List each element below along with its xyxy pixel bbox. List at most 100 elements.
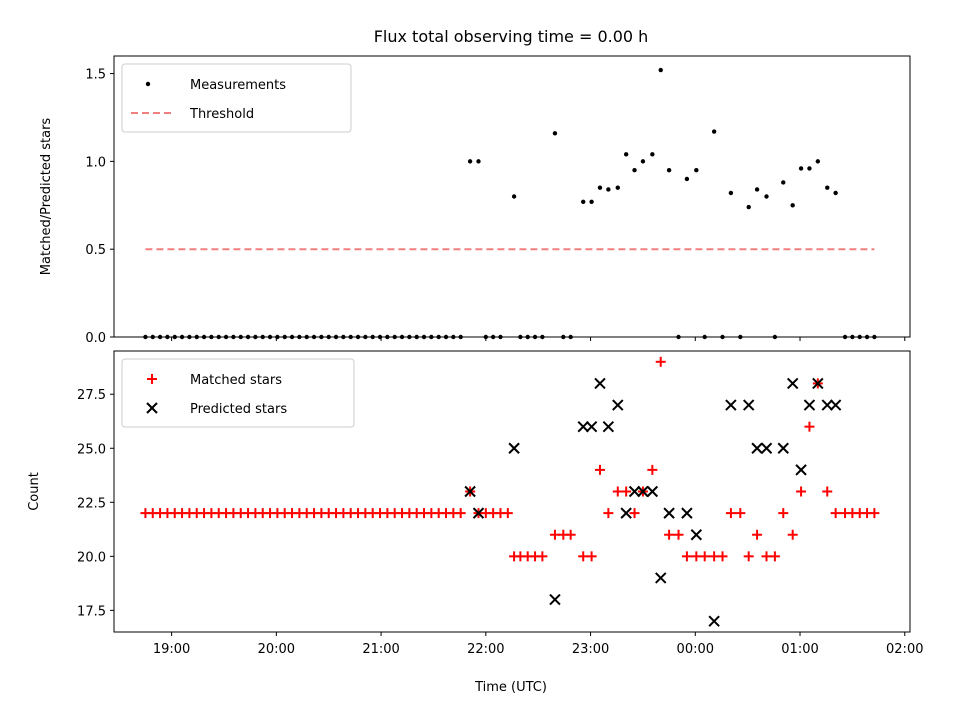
matched-stars-point (830, 508, 841, 519)
matched-stars-point (691, 551, 702, 562)
measurements-point (414, 334, 419, 340)
predicted-stars-point (612, 399, 624, 411)
predicted-stars-point (786, 377, 799, 390)
matched-stars-point (681, 551, 692, 562)
predicted-stars-point (464, 485, 476, 498)
measurements-point (864, 334, 870, 340)
predicted-stars-point (594, 377, 606, 390)
predicted-stars-point (812, 377, 824, 390)
measurements-point (728, 190, 734, 196)
top-ytick-label: 1.5 (85, 68, 106, 83)
measurements-point (267, 334, 273, 340)
matched-stars-point (537, 551, 548, 562)
measurements-point (764, 194, 769, 199)
matched-stars-point (455, 508, 466, 519)
measurements-point (738, 334, 743, 340)
matched-stars-point (673, 529, 684, 540)
measurements-point (825, 185, 830, 190)
top-ytick-label: 0.0 (85, 331, 106, 346)
measurements-point (194, 334, 199, 340)
measurements-point (658, 67, 663, 73)
predicted-stars-point (472, 507, 485, 519)
matched-stars-point (502, 508, 513, 519)
matched-stars-point (655, 356, 666, 367)
measurements-point (216, 334, 221, 340)
x-tick-label: 02:00 (886, 642, 923, 657)
measurements-point (209, 334, 214, 340)
legend-measurements-marker (145, 81, 151, 87)
top-legend-box (121, 63, 352, 133)
matched-stars-point (796, 486, 807, 497)
measurements-point (341, 334, 346, 340)
measurements-point (385, 334, 390, 340)
measurements-point (157, 334, 163, 340)
measurements-point (223, 334, 229, 340)
measurements-point (561, 334, 566, 340)
matched-stars-point (778, 508, 789, 519)
matched-stars-point (709, 551, 720, 562)
measurements-point (772, 334, 778, 340)
bottom-y-ticks: 17.5 20.0 22.5 25.0 27.5 (77, 388, 114, 619)
bottom-ytick-label: 27.5 (77, 388, 106, 403)
predicted-stars-point (628, 485, 641, 498)
predicted-stars-point (829, 399, 842, 411)
measurements-point (532, 334, 538, 340)
top-plot-marks (143, 67, 877, 340)
measurements-point (650, 152, 655, 157)
bottom-legend: Matched stars Predicted stars (121, 358, 355, 428)
matched-stars-point (594, 464, 605, 475)
predicted-stars-point (708, 615, 720, 627)
measurements-point (842, 334, 848, 340)
measurements-point (597, 185, 603, 190)
measurements-point (589, 199, 594, 204)
predicted-stars-point (637, 485, 649, 498)
measurements-point (694, 167, 699, 173)
measurements-point (326, 334, 331, 340)
measurements-point (458, 334, 463, 340)
predicted-stars-point (549, 593, 561, 606)
measurements-point (451, 334, 456, 340)
predicted-stars-point (751, 442, 763, 454)
measurements-point (231, 334, 236, 340)
matched-stars-point (612, 486, 623, 497)
measurements-point (253, 334, 258, 340)
x-tick-label: 21:00 (362, 642, 399, 657)
measurements-point (498, 334, 503, 340)
bottom-legend-box (121, 358, 355, 428)
measurements-point (333, 334, 339, 340)
measurements-point (289, 334, 295, 340)
bottom-axes-frame (113, 350, 911, 633)
predicted-stars-point (508, 442, 520, 454)
measurements-point (392, 334, 397, 340)
matched-stars-point (717, 551, 728, 562)
measurements-point (179, 334, 185, 340)
measurements-point (443, 334, 449, 340)
x-tick-label: 22:00 (467, 642, 504, 657)
measurements-point (872, 334, 877, 340)
matched-stars-point (725, 508, 736, 519)
measurements-point (711, 129, 717, 134)
measurements-point (606, 187, 611, 192)
measurements-point (552, 131, 558, 136)
measurements-point (581, 199, 586, 204)
measurements-point (666, 167, 672, 173)
measurements-point (187, 334, 192, 340)
measurements-point (754, 187, 760, 192)
measurements-point (355, 334, 361, 340)
matched-stars-point (664, 529, 675, 540)
measurements-point (746, 204, 751, 210)
bottom-plot-marks (140, 356, 880, 627)
measurements-point (370, 334, 375, 340)
legend-measurements-label: Measurements (190, 78, 286, 93)
predicted-stars-point (690, 529, 703, 541)
matched-stars-point (586, 551, 597, 562)
predicted-stars-point (663, 507, 675, 519)
measurements-point (850, 334, 855, 340)
measurements-point (490, 334, 496, 340)
predicted-stars-point (795, 464, 807, 476)
measurements-point (702, 334, 707, 340)
bottom-ylabel: Count (27, 472, 42, 511)
x-tick-label: 00:00 (677, 642, 714, 657)
measurements-point (421, 334, 427, 340)
measurements-point (511, 194, 517, 199)
